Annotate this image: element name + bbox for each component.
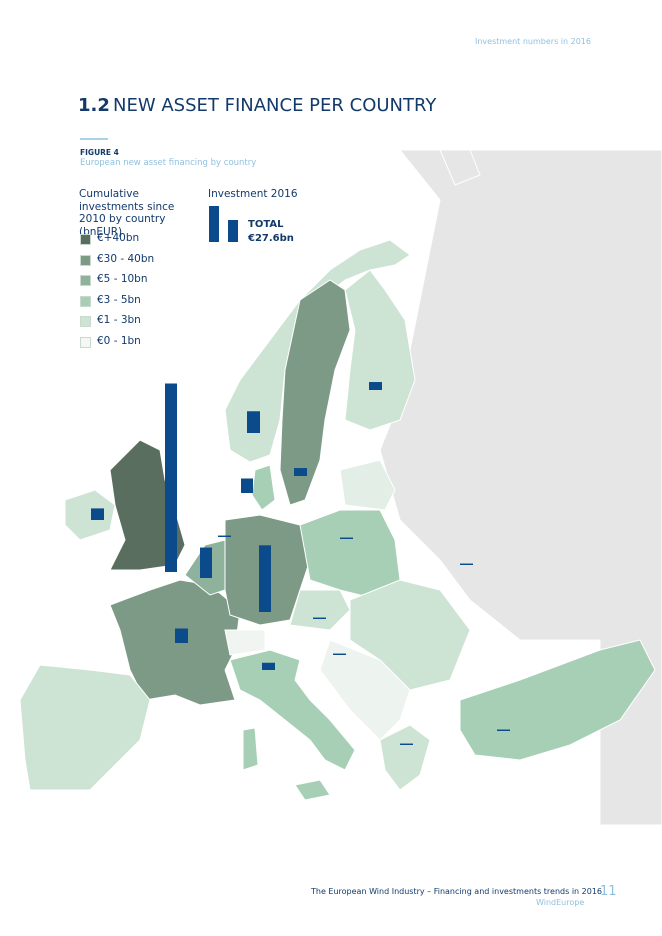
footer-publication: The European Wind Industry – Financing a…: [311, 887, 603, 896]
country-finland: [344, 269, 416, 431]
legend-swatch: [80, 275, 91, 286]
investment-bar: [313, 617, 326, 619]
legend-bar-icon: [209, 206, 219, 242]
investment-bar: [497, 729, 510, 731]
investment-bar: [165, 383, 177, 572]
figure-label: FIGURE 4: [80, 148, 119, 157]
investment-bar: [333, 653, 346, 655]
legend-item: €0 - 1bn: [97, 334, 141, 347]
legend-title: Cumulative investments since 2010 by cou…: [79, 188, 175, 238]
legend-item: €+40bn: [97, 232, 140, 244]
investment-bar: [400, 743, 413, 745]
legend-swatch: [80, 336, 91, 348]
investment-bar: [369, 382, 382, 390]
legend-item: €3 - 5bn: [97, 293, 141, 306]
country-baltics: [339, 459, 396, 511]
investment-bar: [259, 545, 271, 612]
country-greece: [379, 724, 431, 791]
investment-bar: [340, 537, 353, 539]
non-eu-region: [439, 149, 481, 186]
legend-item: €1 - 3bn: [97, 314, 141, 326]
legend-item: €30 - 40bn: [97, 252, 155, 265]
legend-swatch: [80, 316, 91, 327]
investment-bar: [241, 478, 253, 493]
country-sardinia: [242, 727, 259, 771]
page-number: 11: [600, 884, 617, 899]
footer-publisher: WindEurope: [536, 898, 585, 907]
bar-legend-title: Investment 2016: [208, 188, 298, 200]
legend-swatch: [80, 254, 91, 266]
investment-bar: [460, 563, 473, 565]
legend-item: €5 - 10bn: [97, 273, 148, 285]
investment-bar: [200, 547, 212, 578]
country-balkans: [319, 639, 411, 741]
investment-bar: [294, 468, 307, 476]
section-number: 1.2: [78, 95, 110, 116]
total-value: €27.6bn: [248, 233, 294, 244]
country-central-east: [349, 579, 471, 691]
investment-bar: [262, 662, 275, 670]
country-switzerland: [224, 629, 266, 656]
legend-swatch: [80, 234, 91, 245]
total-label: TOTAL: [248, 219, 284, 230]
investment-bar: [175, 628, 188, 643]
investment-bar: [247, 411, 260, 433]
section-title: NEW ASSET FINANCE PER COUNTRY: [113, 95, 437, 116]
country-spain: [19, 664, 151, 791]
running-header: Investment numbers in 2016: [475, 37, 591, 46]
country-ireland: [64, 489, 116, 541]
country-sicily: [294, 779, 331, 801]
legend-swatch: [80, 295, 91, 307]
investment-bar: [91, 508, 104, 520]
legend-bar-icon: [228, 220, 238, 242]
country-italy: [229, 649, 356, 771]
non-eu-region: [379, 149, 662, 826]
country-norway: [224, 239, 411, 463]
figure-caption: European new asset financing by country: [80, 158, 257, 168]
country-denmark: [251, 464, 276, 511]
investment-bar: [218, 535, 231, 537]
country-austria-czech: [289, 589, 351, 631]
